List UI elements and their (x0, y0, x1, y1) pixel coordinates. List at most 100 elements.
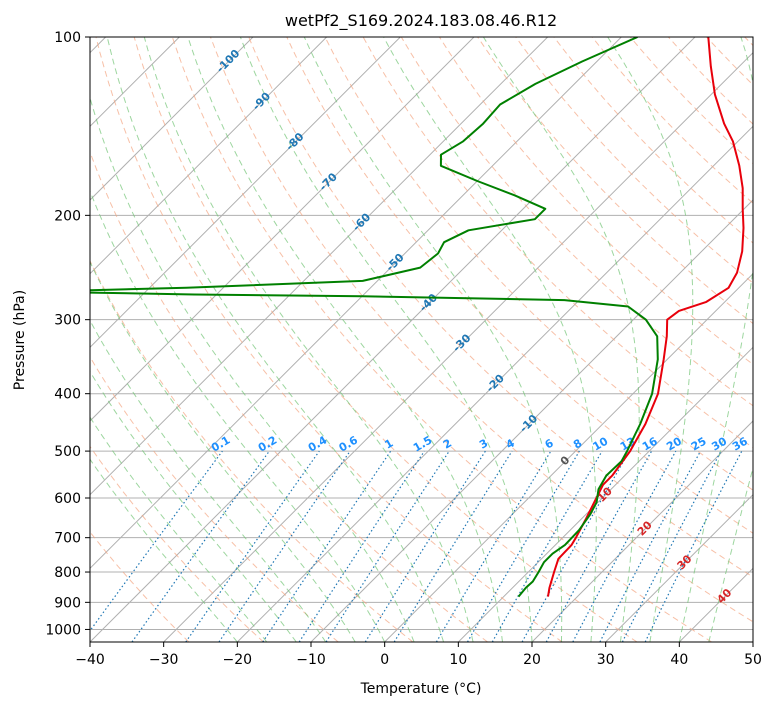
mixing-ratio-line (262, 450, 392, 642)
x-tick-label: 40 (670, 652, 688, 668)
x-tick-label: −10 (296, 652, 326, 668)
y-tick-label: 500 (54, 444, 81, 460)
dry-adiabat-line (90, 445, 264, 642)
isotherm-gridline (752, 641, 753, 642)
moist-adiabat-line (90, 416, 268, 642)
moist-adiabat-line (383, 37, 597, 642)
x-tick-label: 50 (744, 652, 762, 668)
mixing-ratio-line (298, 450, 425, 642)
isotherm-gridline (90, 37, 622, 570)
isotherm-gridline (236, 125, 753, 642)
dry-adiabat-line (90, 531, 190, 642)
mixing-ratio-line (572, 450, 677, 642)
isotherm-gridline (90, 37, 475, 422)
axis-ticks: −40 −30 −20 −10 0 10 20 30 40 50 1000 900 800 700 600 5… (45, 30, 762, 668)
dry-adiabat-line (324, 37, 753, 491)
x-tick-label: 0 (380, 652, 389, 668)
dry-adiabat-line (400, 37, 753, 407)
temperature-line (547, 37, 745, 597)
moist-adiabat-line (90, 260, 356, 642)
x-axis-title: Temperature (°C) (360, 681, 482, 697)
isotherm-gridline (90, 37, 696, 642)
y-tick-label: 1000 (45, 622, 81, 638)
mixing-ratio-line (545, 450, 653, 642)
moist-adiabat-line (708, 466, 753, 642)
dry-adiabat-line (744, 37, 753, 47)
moist-adiabat-line (678, 37, 753, 642)
y-tick-label: 200 (54, 208, 81, 224)
moist-adiabat-line (607, 37, 694, 642)
mixing-ratio-label: 2 (441, 437, 454, 452)
moist-adiabat-line (90, 189, 386, 642)
mixing-ratio-line (185, 450, 320, 642)
dry-adiabat-line (171, 37, 712, 642)
moist-adiabat-line (239, 37, 533, 642)
y-tick-label: 900 (54, 595, 81, 611)
mixing-ratio-line (90, 450, 223, 632)
isotherm-gridline (90, 37, 401, 349)
plot-border (89, 36, 754, 643)
mixing-ratio-line (599, 450, 702, 642)
dry-adiabat-line (591, 37, 753, 204)
moist-adiabat-line (143, 37, 474, 642)
mixing-ratio-line (521, 450, 631, 642)
y-axis-title: Pressure (hPa) (12, 290, 28, 390)
mixing-ratio-label: 4 (504, 436, 517, 451)
dry-adiabat-line (553, 37, 753, 244)
y-tick-label: 700 (54, 531, 81, 547)
moist-adiabat-line (90, 96, 415, 642)
dry-adiabat-line (248, 37, 753, 578)
y-tick-label: 100 (54, 30, 81, 46)
x-tick-label: −20 (223, 652, 253, 668)
isotherm-gridline (384, 272, 753, 642)
moist-adiabat-line (90, 319, 327, 642)
dry-adiabat-line (515, 37, 753, 284)
moist-adiabat-line (482, 37, 640, 642)
y-tick-label: 600 (54, 491, 81, 507)
x-tick-label: −40 (75, 652, 105, 668)
plot-frame (89, 36, 754, 643)
mixing-ratio-line (364, 450, 486, 642)
x-tick-label: 20 (523, 652, 541, 668)
dewpoint-line (90, 37, 659, 598)
x-tick-label: 30 (597, 652, 615, 668)
isotherm-gridline (605, 493, 753, 642)
moist-adiabat-line (187, 37, 503, 642)
isotherm-gridline (90, 37, 328, 275)
dry-adiabat-line (133, 37, 638, 642)
isotherm-gridline (90, 37, 549, 496)
dry-adiabat-line (90, 355, 339, 642)
dry-adiabat-line (95, 37, 563, 642)
dry-adiabat-line (706, 37, 753, 86)
isotherm-gridline (163, 51, 753, 642)
y-tick-label: 800 (54, 565, 81, 581)
isotherm-gridline (457, 346, 753, 642)
dry-adiabat-line (362, 37, 753, 449)
mixing-ratio-line (218, 450, 351, 642)
dry-adiabat-line (477, 37, 753, 325)
dry-adiabat-line (90, 259, 414, 642)
moist-adiabat-line (303, 37, 563, 642)
dry-adiabat-line (629, 37, 753, 165)
dry-adiabat-line (210, 37, 753, 623)
isotherm-gridline (531, 420, 753, 642)
mixing-ratio-line (131, 450, 270, 642)
dry-adiabat-line (668, 37, 753, 125)
isotherm-gridline (90, 37, 254, 201)
mixing-ratio-label: 6 (543, 436, 556, 451)
mixing-ratio-line (393, 450, 513, 642)
y-tick-label: 300 (54, 313, 81, 329)
mixing-ratio-line (644, 450, 743, 642)
y-tick-label: 400 (54, 387, 81, 403)
moist-adiabat-line (90, 458, 238, 642)
x-tick-label: −30 (149, 652, 179, 668)
plot-area: 0.1 0.2 0.4 0.6 1 1.5 2 3 4 6 8 10 13 16 20 25 30 36-100-… (90, 37, 753, 642)
x-tick-label: 10 (449, 652, 467, 668)
mixing-ratio-line (325, 450, 450, 642)
moist-adiabat-line (90, 370, 297, 642)
moist-adiabat-line (106, 37, 445, 642)
isotherm-gridline (310, 199, 753, 642)
dry-adiabat-line (90, 150, 488, 642)
